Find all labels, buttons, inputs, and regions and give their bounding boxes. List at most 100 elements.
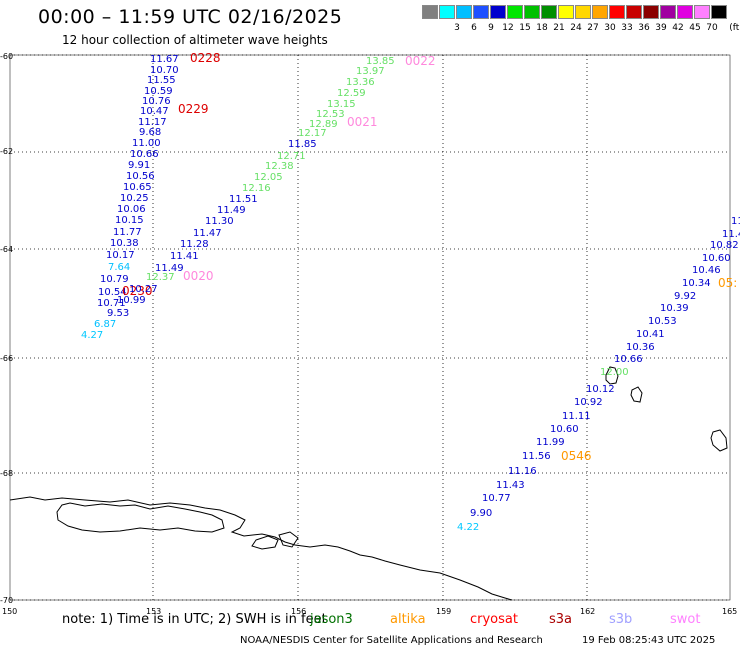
scale-swatch bbox=[609, 5, 625, 19]
scale-swatch bbox=[575, 5, 591, 19]
scale-swatch bbox=[456, 5, 472, 19]
lon-label: 153 bbox=[146, 607, 161, 616]
swh-value: 9.92 bbox=[674, 291, 696, 302]
scale-label: 33 bbox=[621, 23, 633, 33]
swh-value: 12.38 bbox=[265, 161, 294, 172]
swh-value: 12.37 bbox=[146, 272, 175, 283]
swh-value: 10.54 bbox=[98, 287, 127, 298]
scale-swatch bbox=[592, 5, 608, 19]
swh-value: 12.71 bbox=[277, 151, 306, 162]
island bbox=[251, 535, 279, 550]
swh-value: 11.47 bbox=[193, 228, 222, 239]
scale-swatch bbox=[422, 5, 438, 19]
swh-value: 12.59 bbox=[337, 88, 366, 99]
swh-value: 11.55 bbox=[147, 75, 176, 86]
scale-swatch bbox=[473, 5, 489, 19]
swh-value: 10.99 bbox=[117, 295, 146, 306]
swh-value: 12.16 bbox=[242, 183, 271, 194]
scale-label: 24 bbox=[570, 23, 582, 33]
swh-value: 10.65 bbox=[123, 182, 152, 193]
swh-value: 10.82 bbox=[710, 240, 739, 251]
lat-label: -68 bbox=[0, 469, 13, 478]
swh-value: 13.97 bbox=[356, 66, 385, 77]
scale-swatch bbox=[558, 5, 574, 19]
time-label: 0020 bbox=[183, 269, 214, 283]
swh-value: 7.64 bbox=[108, 262, 130, 273]
swh-value: 10.53 bbox=[648, 316, 677, 327]
swh-value: 10.79 bbox=[100, 274, 129, 285]
satellite-altika: altika bbox=[390, 612, 426, 627]
swh-value: 9.90 bbox=[470, 508, 492, 519]
swh-value: 12.89 bbox=[309, 119, 338, 130]
swh-value: 13.85 bbox=[366, 56, 395, 67]
swh-value: 12.17 bbox=[298, 128, 327, 139]
scale-swatch bbox=[507, 5, 523, 19]
satellite-s3b: s3b bbox=[609, 612, 633, 627]
swh-value: 13.15 bbox=[327, 99, 356, 110]
swh-value: 10.47 bbox=[140, 106, 169, 117]
swh-value: 10.41 bbox=[636, 329, 665, 340]
swh-value: 10.06 bbox=[117, 204, 146, 215]
scale-swatch bbox=[626, 5, 642, 19]
swh-value: 10.15 bbox=[115, 215, 144, 226]
map-frame bbox=[9, 54, 731, 601]
swh-value: 11.51 bbox=[229, 194, 258, 205]
scale-label: 36 bbox=[638, 23, 650, 33]
lon-label: 150 bbox=[2, 607, 17, 616]
lon-label: 162 bbox=[580, 607, 595, 616]
swh-value: 11.16 bbox=[508, 466, 537, 477]
swh-value: 10.17 bbox=[106, 250, 135, 261]
time-label: 0230 bbox=[122, 284, 153, 298]
swh-value: 11.30 bbox=[205, 216, 234, 227]
time-label: 0546 bbox=[561, 449, 592, 463]
swh-value: 9.91 bbox=[128, 160, 150, 171]
swh-value: 4.27 bbox=[81, 330, 103, 341]
tracks-layer: 11.6710.7011.5510.5910.7610.4711.179.681… bbox=[81, 51, 740, 533]
scale-label: 12 bbox=[502, 23, 514, 33]
swh-value: 11.11 bbox=[562, 411, 591, 422]
swh-value: 10.34 bbox=[682, 278, 711, 289]
swh-value: 10.59 bbox=[144, 86, 173, 97]
scale-label: 39 bbox=[655, 23, 667, 33]
lat-label: -70 bbox=[0, 596, 13, 605]
satellite-swot: swot bbox=[670, 612, 701, 627]
swh-value: 10.27 bbox=[129, 284, 158, 295]
scale-swatch bbox=[643, 5, 659, 19]
swh-value: 11.49 bbox=[217, 205, 246, 216]
scale-label: 70 bbox=[706, 23, 718, 33]
swh-value: 11.67 bbox=[150, 54, 179, 65]
swh-value: 6.87 bbox=[94, 319, 116, 330]
swh-value: 10.60 bbox=[550, 424, 579, 435]
lat-label: -66 bbox=[0, 354, 13, 363]
island bbox=[278, 531, 299, 548]
swh-value: 10.66 bbox=[614, 354, 643, 365]
lon-label: 165 bbox=[722, 607, 737, 616]
scale-label: 30 bbox=[604, 23, 616, 33]
satellite-s3a: s3a bbox=[549, 612, 573, 627]
footer-timestamp: 19 Feb 08:25:43 UTC 2025 bbox=[582, 635, 716, 646]
swh-value: 9.68 bbox=[139, 127, 161, 138]
scale-label: 27 bbox=[587, 23, 599, 33]
swh-value: 11.49 bbox=[155, 263, 184, 274]
scale-label: 21 bbox=[553, 23, 565, 33]
scale-label: 3 bbox=[454, 23, 460, 33]
swh-value: 10.70 bbox=[150, 65, 179, 76]
swh-value: 10.71 bbox=[97, 298, 126, 309]
swh-value: 10.66 bbox=[130, 149, 159, 160]
time-label: 0021 bbox=[347, 115, 378, 129]
ice-shelf bbox=[56, 502, 225, 533]
scale-label: 18 bbox=[536, 23, 548, 33]
swh-value: 11.4 bbox=[722, 229, 740, 240]
swh-value: 11. bbox=[731, 216, 740, 227]
scale-swatch bbox=[677, 5, 693, 19]
swh-value: 10.60 bbox=[702, 253, 731, 264]
swh-value: 11.43 bbox=[496, 480, 525, 491]
swh-value: 12.00 bbox=[600, 367, 629, 378]
time-label: 0228 bbox=[190, 51, 221, 65]
swh-value: 10.56 bbox=[126, 171, 155, 182]
scale-swatch bbox=[439, 5, 455, 19]
scale-label: 15 bbox=[519, 23, 531, 33]
satellite-jason3: jason3 bbox=[310, 612, 353, 627]
swh-value: 10.76 bbox=[142, 96, 171, 107]
scale-swatch bbox=[541, 5, 557, 19]
